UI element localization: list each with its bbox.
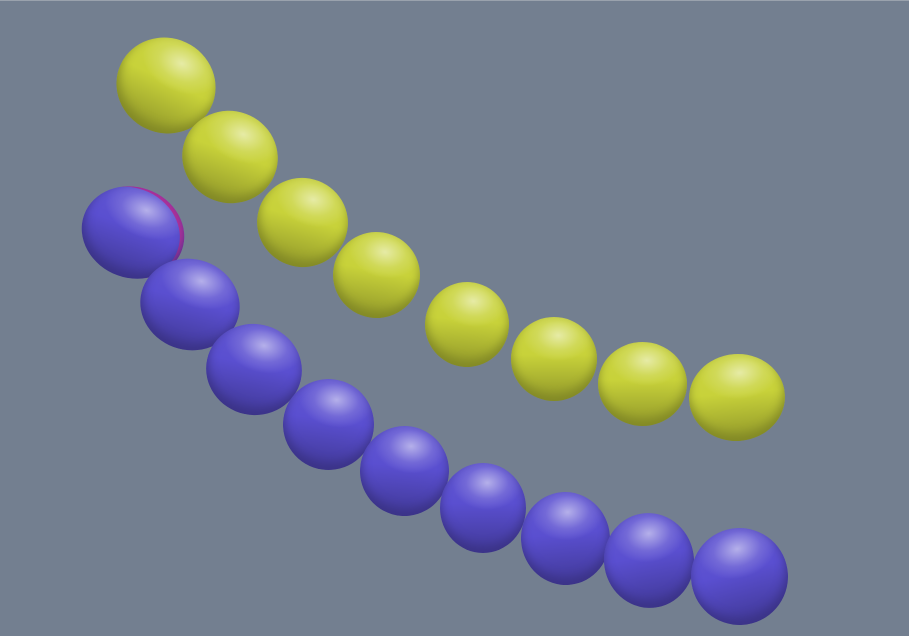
yellow-sphere — [598, 342, 687, 426]
blue-sphere — [517, 488, 614, 589]
blue-sphere — [440, 463, 526, 553]
blue-sphere — [680, 517, 799, 636]
blue-sphere — [596, 505, 702, 616]
yellow-sphere — [511, 317, 597, 401]
viewport-top-edge — [0, 0, 909, 1]
